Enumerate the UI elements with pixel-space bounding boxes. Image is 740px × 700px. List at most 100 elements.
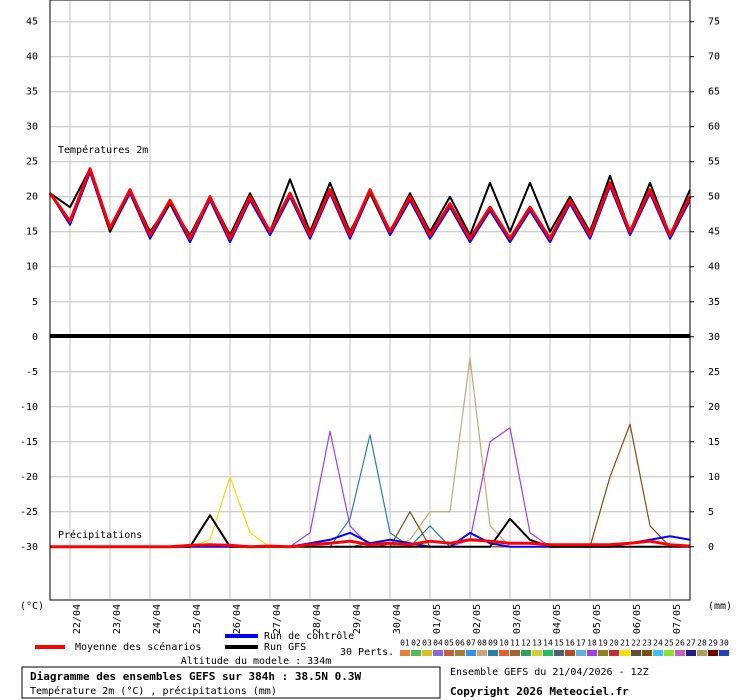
member-label: 23 (642, 639, 652, 648)
copyright: Copyright 2026 Meteociel.fr (450, 685, 629, 698)
y2-tick-label: 55 (708, 157, 720, 168)
x-tick-label: 28/04 (312, 604, 323, 634)
member-label: 05 (444, 639, 454, 648)
member-swatch (642, 650, 652, 656)
x-tick-label: 05/05 (592, 604, 603, 634)
member-label: 02 (411, 639, 421, 648)
y2-tick-label: 35 (708, 297, 720, 308)
x-tick-label: 01/05 (432, 604, 443, 634)
x-tick-label: 02/05 (472, 604, 483, 634)
y2-tick-label: 60 (708, 122, 720, 133)
member-swatch (488, 650, 498, 656)
member-label: 20 (609, 639, 619, 648)
member-label: 29 (708, 639, 718, 648)
panel-divider (50, 334, 690, 338)
member-label: 19 (598, 639, 608, 648)
member-swatch (686, 650, 696, 656)
x-tick-label: 29/04 (352, 604, 363, 634)
y2-tick-label: 40 (708, 262, 720, 273)
y-tick-label: 45 (26, 17, 38, 28)
y2-tick-label: 30 (708, 332, 720, 343)
member-label: 06 (455, 639, 465, 648)
member-label: 11 (510, 639, 520, 648)
member-swatch (664, 650, 674, 656)
member-swatch (598, 650, 608, 656)
member-label: 04 (433, 639, 443, 648)
y2-tick-label: 20 (708, 402, 720, 413)
member-label: 13 (532, 639, 542, 648)
altitude: Altitude du modele : 334m (181, 656, 332, 667)
member-swatch (510, 650, 520, 656)
x-tick-label: 24/04 (152, 604, 163, 634)
member-swatch (609, 650, 619, 656)
member-label: 15 (554, 639, 564, 648)
member-label: 09 (488, 639, 498, 648)
member-swatch (565, 650, 575, 656)
y-tick-label: 40 (26, 52, 38, 63)
x-tick-label: 06/05 (632, 604, 643, 634)
member-label: 14 (543, 639, 553, 648)
y2-tick-label: 5 (708, 507, 714, 518)
member-swatch (499, 650, 509, 656)
y2-tick-label: 15 (708, 437, 720, 448)
run-info: Ensemble GEFS du 21/04/2026 - 12Z (450, 667, 649, 678)
x-tick-label: 27/04 (272, 604, 283, 634)
legend-label: Run GFS (264, 642, 306, 653)
x-tick-label: 26/04 (232, 604, 243, 634)
y-tick-label: 5 (32, 297, 38, 308)
x-tick-label: 07/05 (672, 604, 683, 634)
member-swatch (532, 650, 542, 656)
precipitation-line (50, 538, 691, 549)
x-tick-label: 25/04 (192, 604, 203, 634)
y-tick-label: -5 (26, 367, 38, 378)
y2-tick-label: 75 (708, 17, 720, 28)
y2-tick-label: 65 (708, 87, 720, 98)
member-label: 17 (576, 639, 586, 648)
member-label: 28 (697, 639, 707, 648)
member-label: 07 (466, 639, 476, 648)
member-swatch (554, 650, 564, 656)
y2-tick-label: 25 (708, 367, 720, 378)
member-swatch (411, 650, 421, 656)
member-swatch (719, 650, 729, 656)
y-tick-label: -15 (20, 437, 38, 448)
y2-tick-label: 70 (708, 52, 720, 63)
member-swatch (422, 650, 432, 656)
member-swatch (653, 650, 663, 656)
x-tick-label: 30/04 (392, 604, 403, 634)
y2-tick-label: 0 (708, 542, 714, 553)
member-label: 22 (631, 639, 641, 648)
legend-label: Run de contrôle (264, 630, 354, 642)
marks (48, 167, 692, 549)
grid (50, 0, 690, 600)
y-tick-label: -10 (20, 402, 38, 413)
member-label: 16 (565, 639, 575, 648)
y-tick-label: -30 (20, 542, 38, 553)
member-swatch (521, 650, 531, 656)
member-swatch (587, 650, 597, 656)
member-label: 30 (719, 639, 729, 648)
member-swatch (675, 650, 685, 656)
panel-label: Températures 2m (58, 144, 148, 156)
plot-frame (49, 0, 691, 601)
member-swatch (576, 650, 586, 656)
member-label: 08 (477, 639, 487, 648)
member-label: 24 (653, 639, 663, 648)
member-label: 21 (620, 639, 630, 648)
member-label: 12 (521, 639, 531, 648)
member-swatch (631, 650, 641, 656)
title-box (21, 666, 441, 699)
y-tick-label: 35 (26, 87, 38, 98)
member-swatch (543, 650, 553, 656)
member-swatch (455, 650, 465, 656)
x-tick-label: 22/04 (72, 604, 83, 634)
member-swatch (433, 650, 443, 656)
y-tick-label: 30 (26, 122, 38, 133)
y-tick-label: 10 (26, 262, 38, 273)
member-label: 10 (499, 639, 509, 648)
member-swatch (620, 650, 630, 656)
y-tick-label: -20 (20, 472, 38, 483)
member-label: 25 (664, 639, 674, 648)
temperature-line (48, 167, 692, 241)
